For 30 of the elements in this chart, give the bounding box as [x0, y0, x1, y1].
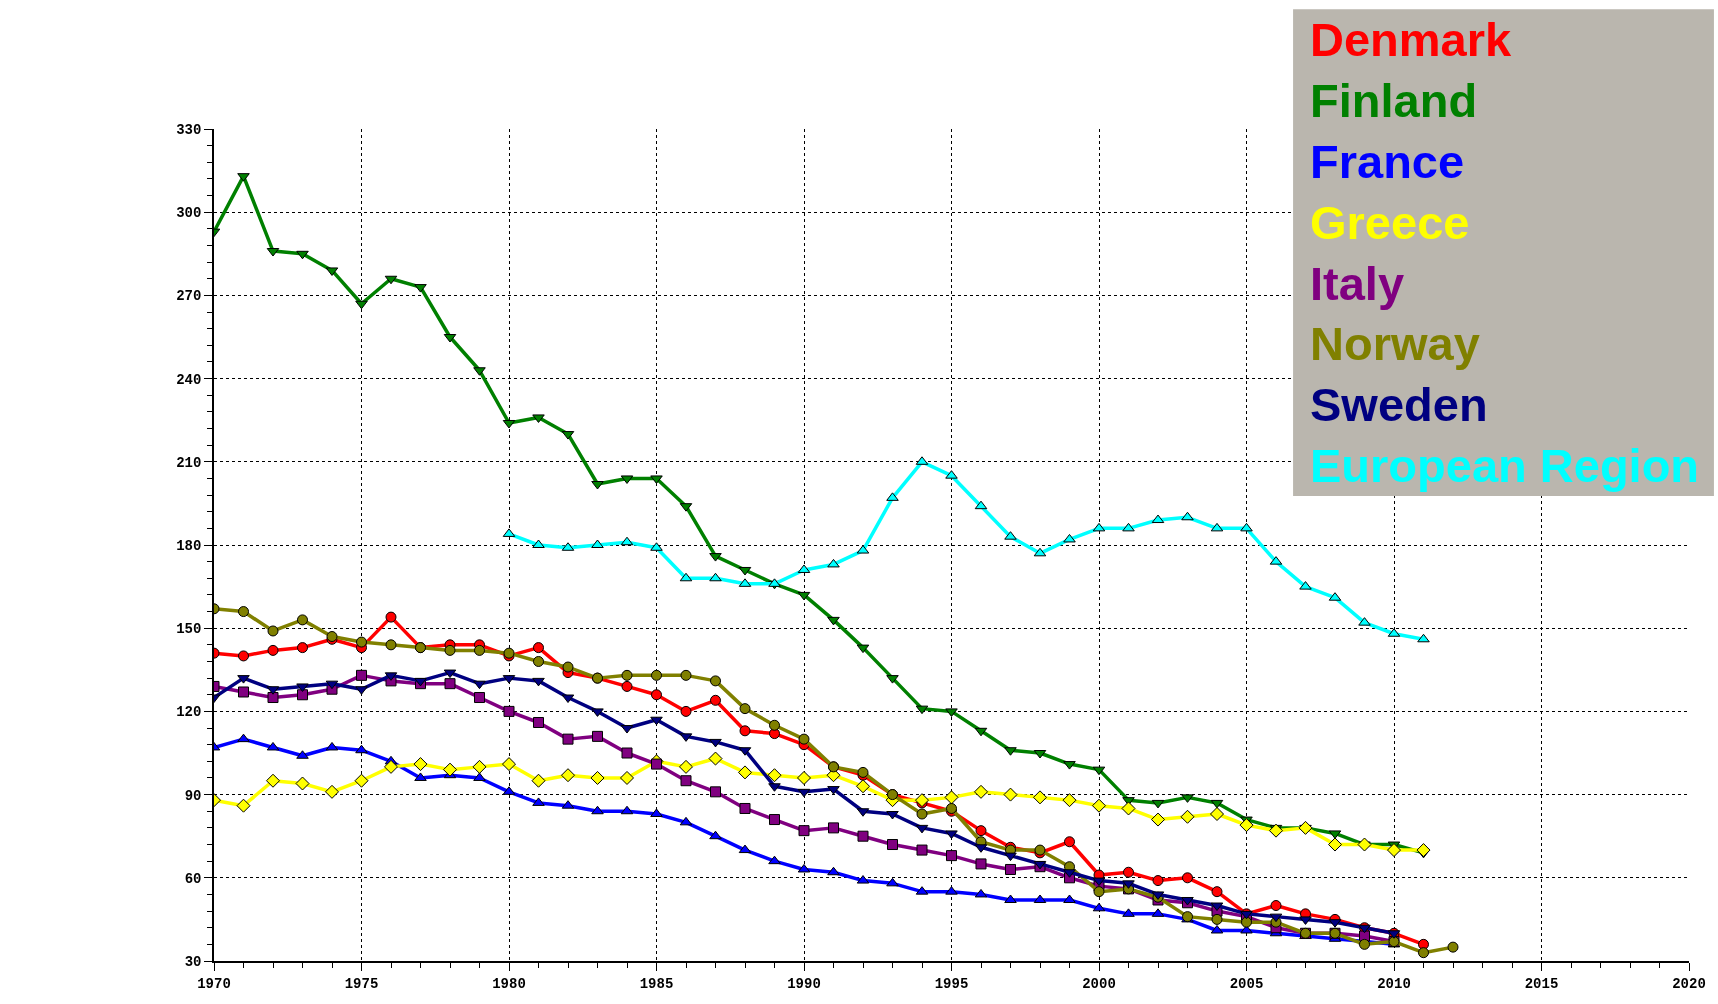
- x-tick-label: 2020: [1672, 975, 1706, 992]
- y-tick-label: 210: [176, 454, 202, 471]
- text: France: [1310, 135, 1465, 188]
- y-tick-label: 30: [184, 953, 202, 970]
- text: Norway: [1310, 317, 1480, 370]
- y-tick-label: 180: [176, 537, 202, 554]
- y-tick-label: 60: [184, 870, 202, 887]
- y-tick-label: 90: [184, 787, 202, 804]
- y-tick-label: 150: [176, 621, 202, 638]
- x-tick-label: 2010: [1377, 975, 1411, 992]
- y-tick-label: 270: [176, 288, 202, 305]
- y-tick-label: 300: [176, 205, 202, 222]
- text: Finland: [1310, 74, 1478, 127]
- x-tick-label: 1985: [639, 975, 674, 992]
- series-label: European Region: [1310, 439, 1700, 492]
- x-tick-label: 1970: [197, 975, 231, 992]
- y-tick-label: 330: [176, 121, 202, 138]
- x-tick-label: 1995: [934, 975, 969, 992]
- text: Italy: [1310, 257, 1405, 310]
- text: Denmark: [1310, 13, 1513, 66]
- x-tick-label: 1990: [787, 975, 821, 992]
- x-tick-label: 1975: [344, 975, 379, 992]
- x-tick-label: 2000: [1082, 975, 1116, 992]
- y-tick-label: 240: [176, 371, 202, 388]
- x-tick-label: 2005: [1229, 975, 1264, 992]
- x-tick-label: 2015: [1524, 975, 1559, 992]
- x-tick-label: 1980: [492, 975, 526, 992]
- y-tick-label: 120: [176, 704, 202, 721]
- text: Greece: [1310, 196, 1470, 249]
- text: Sweden: [1310, 378, 1488, 431]
